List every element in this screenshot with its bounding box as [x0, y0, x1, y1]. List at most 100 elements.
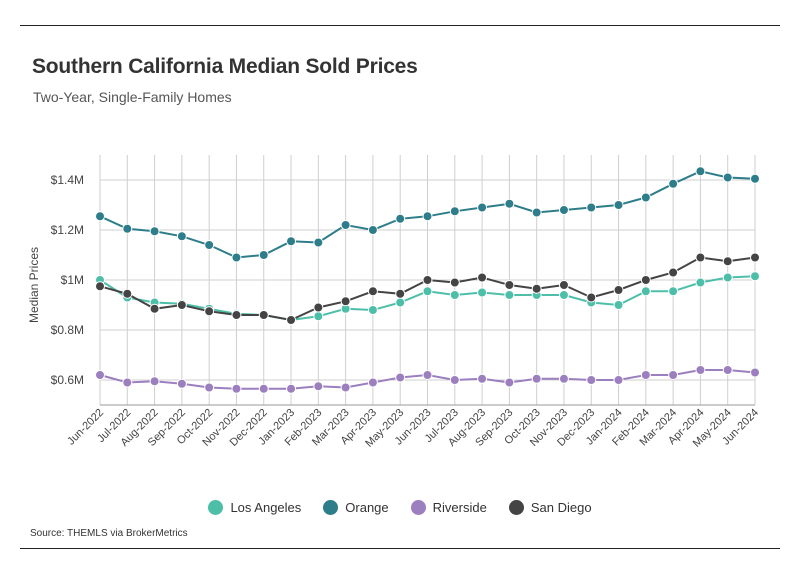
- legend-label: Los Angeles: [230, 500, 302, 515]
- data-point-san-diego: [395, 288, 406, 299]
- data-point-riverside: [340, 382, 351, 393]
- y-tick-label: $1.2M: [51, 223, 84, 237]
- data-point-los-angeles: [558, 290, 569, 300]
- y-tick-label: $1.4M: [51, 173, 84, 187]
- legend-item-orange: Orange: [323, 500, 389, 515]
- legend-swatch: [208, 500, 224, 515]
- data-point-riverside: [176, 378, 187, 389]
- data-point-san-diego: [722, 256, 733, 267]
- data-point-san-diego: [258, 310, 269, 320]
- y-axis-title: Median Prices: [27, 247, 41, 323]
- data-point-orange: [258, 250, 269, 260]
- data-point-orange: [668, 178, 679, 189]
- data-point-riverside: [531, 373, 542, 384]
- data-point-orange: [750, 173, 760, 184]
- data-point-san-diego: [449, 277, 460, 288]
- data-point-orange: [204, 240, 215, 250]
- y-tick-label: $0.8M: [51, 323, 84, 337]
- data-point-orange: [422, 211, 433, 222]
- data-point-san-diego: [313, 302, 324, 313]
- bottom-rule: [20, 548, 780, 549]
- chart-subtitle: Two-Year, Single-Family Homes: [33, 89, 232, 105]
- source-note: Source: THEMLS via BrokerMetrics: [30, 528, 188, 539]
- data-point-orange: [640, 192, 651, 203]
- data-point-orange: [231, 252, 242, 263]
- data-point-san-diego: [176, 300, 187, 310]
- data-point-orange: [286, 236, 297, 247]
- legend-label: Orange: [345, 500, 389, 515]
- legend-item-riverside: Riverside: [410, 500, 487, 515]
- data-point-san-diego: [367, 286, 378, 297]
- data-point-los-angeles: [504, 290, 515, 300]
- data-point-orange: [722, 172, 733, 183]
- data-point-orange: [149, 226, 160, 237]
- data-point-riverside: [558, 373, 569, 384]
- data-point-orange: [340, 220, 351, 230]
- data-point-san-diego: [286, 315, 297, 325]
- data-point-los-angeles: [640, 286, 651, 297]
- data-point-los-angeles: [367, 305, 378, 315]
- data-point-los-angeles: [722, 272, 733, 283]
- data-point-los-angeles: [422, 286, 433, 297]
- data-point-riverside: [95, 370, 105, 380]
- data-point-san-diego: [477, 272, 488, 283]
- data-point-san-diego: [231, 310, 242, 320]
- data-point-san-diego: [340, 296, 351, 307]
- data-point-los-angeles: [613, 300, 624, 310]
- data-point-riverside: [422, 370, 433, 380]
- top-rule: [20, 25, 780, 26]
- data-point-san-diego: [531, 283, 542, 294]
- data-point-orange: [367, 225, 378, 235]
- data-point-san-diego: [558, 280, 569, 290]
- legend-swatch: [410, 500, 426, 515]
- data-point-riverside: [286, 383, 297, 394]
- data-point-los-angeles: [668, 286, 679, 297]
- data-point-san-diego: [504, 280, 515, 290]
- data-point-riverside: [695, 365, 706, 375]
- legend-item-san-diego: San Diego: [508, 500, 592, 515]
- data-point-los-angeles: [477, 287, 488, 298]
- data-point-orange: [395, 213, 406, 224]
- data-point-orange: [504, 198, 515, 209]
- data-point-orange: [449, 206, 460, 217]
- data-point-riverside: [367, 377, 378, 388]
- legend: Los Angeles Orange Riverside San Diego: [0, 500, 800, 515]
- data-point-orange: [558, 205, 569, 215]
- data-point-los-angeles: [395, 297, 406, 308]
- data-point-los-angeles: [695, 277, 706, 288]
- chart-title: Southern California Median Sold Prices: [32, 55, 418, 78]
- data-point-san-diego: [668, 267, 679, 278]
- data-point-san-diego: [613, 285, 624, 295]
- data-point-san-diego: [640, 275, 651, 285]
- data-point-san-diego: [122, 288, 133, 299]
- data-point-los-angeles: [313, 311, 324, 322]
- data-point-riverside: [640, 370, 651, 380]
- data-point-orange: [695, 166, 706, 177]
- data-point-riverside: [668, 370, 679, 380]
- y-tick-label: $0.6M: [51, 373, 84, 387]
- data-point-riverside: [750, 367, 760, 378]
- legend-label: Riverside: [432, 500, 487, 515]
- data-point-riverside: [149, 376, 160, 387]
- data-point-riverside: [504, 377, 515, 388]
- data-point-orange: [613, 200, 624, 210]
- data-point-orange: [313, 237, 324, 248]
- data-point-san-diego: [750, 252, 760, 263]
- legend-label: San Diego: [530, 500, 592, 515]
- data-point-orange: [176, 231, 187, 242]
- data-point-san-diego: [586, 292, 597, 303]
- data-point-los-angeles: [449, 290, 460, 300]
- legend-swatch: [323, 500, 339, 515]
- data-point-riverside: [722, 365, 733, 375]
- data-point-orange: [95, 211, 105, 222]
- data-point-riverside: [313, 381, 324, 392]
- data-point-riverside: [122, 377, 133, 388]
- data-point-san-diego: [695, 252, 706, 263]
- legend-swatch: [508, 500, 524, 515]
- data-point-riverside: [395, 372, 406, 383]
- data-point-san-diego: [422, 275, 433, 285]
- data-point-riverside: [449, 375, 460, 385]
- data-point-orange: [122, 223, 133, 234]
- y-tick-label: $1M: [61, 273, 84, 287]
